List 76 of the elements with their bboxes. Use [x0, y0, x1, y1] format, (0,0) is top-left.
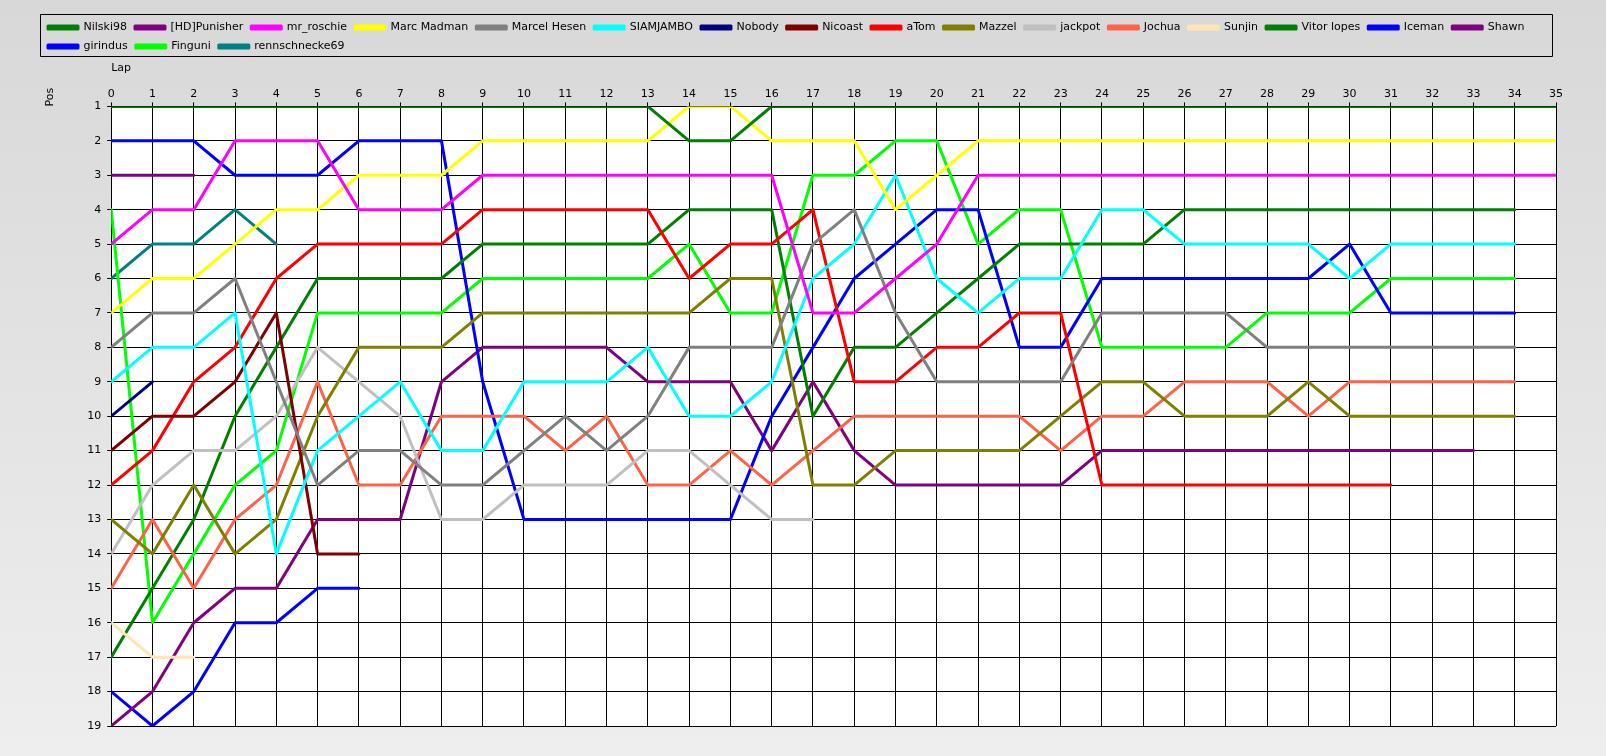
y-tick-label: 4	[94, 202, 102, 216]
x-tick-label: 13	[640, 86, 655, 100]
x-tick-label: 11	[558, 86, 573, 100]
x-tick-label: 10	[517, 86, 531, 100]
legend-label: mr_roschie	[286, 20, 348, 34]
x-tick-label: 16	[764, 86, 779, 100]
x-tick-label: 26	[1177, 86, 1192, 100]
x-tick-label: 21	[971, 86, 986, 100]
y-tick-label: 11	[87, 443, 102, 457]
x-tick-label: 12	[599, 86, 614, 100]
legend-label: Finguni	[171, 39, 211, 53]
legend-label: SIAMJAMBO	[629, 20, 694, 34]
legend-label: Sunjin	[1224, 20, 1259, 34]
legend-label: Marc Madman	[390, 20, 469, 34]
y-tick-label: 7	[94, 305, 102, 319]
legend-label: Nobody	[736, 20, 780, 34]
y-tick-label: 18	[87, 684, 102, 698]
legend-label: Iceman	[1403, 20, 1445, 34]
y-tick-label: 19	[87, 718, 102, 732]
x-tick-label: 30	[1342, 86, 1357, 100]
y-tick-label: 14	[87, 546, 102, 560]
x-tick-label: 34	[1507, 86, 1522, 100]
x-tick-label: 28	[1260, 86, 1275, 100]
x-tick-label: 9	[479, 86, 487, 100]
x-tick-label: 2	[190, 86, 198, 100]
x-tick-label: 20	[929, 86, 944, 100]
legend-label: Vitor lopes	[1301, 20, 1361, 34]
y-tick-label: 9	[94, 374, 102, 388]
y-tick-label: 5	[94, 236, 102, 250]
x-tick-label: 4	[272, 86, 280, 100]
x-tick-label: 14	[682, 86, 697, 100]
y-tick-label: 8	[94, 340, 102, 354]
x-tick-label: 29	[1301, 86, 1316, 100]
x-tick-label: 33	[1466, 86, 1481, 100]
legend-label: [HD]Punisher	[170, 20, 244, 34]
x-tick-label: 7	[396, 86, 404, 100]
x-tick-label: 8	[437, 86, 445, 100]
legend-label: aTom	[906, 20, 936, 34]
x-tick-label: 18	[847, 86, 862, 100]
y-tick-label: 16	[87, 615, 102, 629]
x-tick-label: 32	[1425, 86, 1440, 100]
legend-label: Mazzel	[979, 20, 1017, 34]
legend-label: Nilski98	[83, 20, 127, 34]
x-axis-title: Lap	[111, 61, 132, 75]
legend-label: rennschnecke69	[254, 39, 345, 53]
legend-label: Marcel Hesen	[511, 20, 587, 34]
x-tick-label: 22	[1012, 86, 1027, 100]
y-axis-title: Pos	[43, 87, 57, 107]
x-tick-label: 23	[1053, 86, 1068, 100]
x-tick-label: 19	[888, 86, 903, 100]
y-tick-label: 12	[87, 477, 102, 491]
x-tick-label: 25	[1136, 86, 1151, 100]
x-tick-label: 3	[231, 86, 239, 100]
x-tick-label: 31	[1383, 86, 1398, 100]
y-tick-label: 6	[94, 271, 102, 285]
x-tick-label: 0	[107, 86, 115, 100]
x-tick-label: 24	[1094, 86, 1109, 100]
x-tick-label: 5	[314, 86, 322, 100]
x-tick-label: 15	[723, 86, 738, 100]
legend-label: Jochua	[1142, 20, 1181, 34]
y-tick-label: 2	[94, 133, 102, 147]
x-tick-label: 17	[805, 86, 820, 100]
x-tick-label: 6	[355, 86, 363, 100]
y-tick-label: 17	[87, 650, 102, 664]
x-tick-label: 35	[1549, 86, 1563, 100]
x-tick-label: 1	[148, 86, 156, 100]
legend-label: jackpot	[1059, 20, 1102, 34]
legend-label: Shawn	[1487, 20, 1525, 34]
y-tick-label: 13	[87, 512, 102, 526]
y-tick-label: 3	[94, 168, 102, 182]
y-tick-label: 10	[87, 409, 102, 423]
legend-label: Nicoast	[822, 20, 864, 34]
y-tick-label: 1	[94, 99, 102, 113]
x-tick-label: 27	[1218, 86, 1233, 100]
legend-label: girindus	[83, 39, 129, 53]
y-tick-label: 15	[87, 581, 102, 595]
